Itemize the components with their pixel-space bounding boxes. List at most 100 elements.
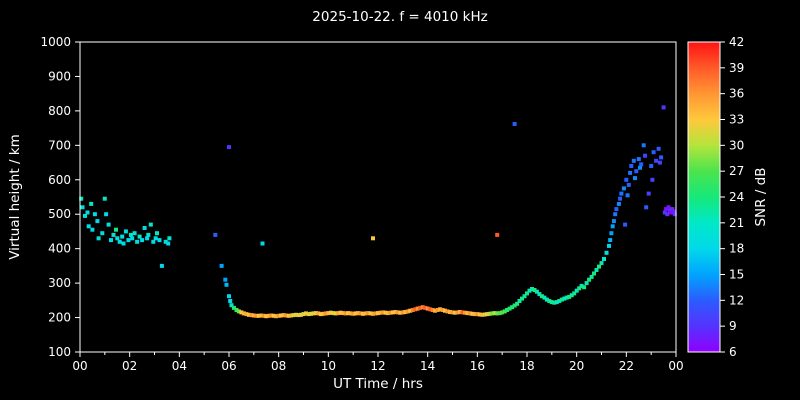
data-point	[549, 300, 554, 305]
data-point	[239, 310, 244, 315]
data-point	[512, 303, 517, 308]
colorbar-tick-label: 42	[729, 35, 744, 49]
x-tick-label: 00	[668, 359, 683, 373]
data-point	[656, 146, 661, 151]
colorbar-tick-label: 36	[729, 87, 744, 101]
data-point	[515, 301, 520, 306]
data-point	[266, 313, 271, 318]
data-point	[592, 271, 596, 276]
data-point	[148, 222, 153, 227]
data-point	[651, 150, 656, 155]
data-point	[219, 263, 224, 268]
data-point	[628, 170, 633, 175]
data-point	[306, 312, 311, 317]
data-point	[313, 311, 318, 316]
data-point	[383, 310, 388, 315]
data-point	[224, 282, 229, 287]
data-point	[470, 311, 475, 316]
data-point	[657, 160, 662, 165]
y-tick-label: 700	[48, 138, 71, 152]
data-point	[625, 193, 630, 198]
x-tick-label: 02	[122, 359, 137, 373]
data-point	[646, 191, 651, 196]
data-point	[83, 213, 87, 218]
data-point	[539, 294, 544, 299]
data-point	[234, 308, 239, 312]
data-point	[371, 236, 375, 241]
data-point	[246, 312, 251, 317]
data-point	[619, 191, 624, 196]
data-point	[559, 297, 564, 302]
data-point	[95, 219, 100, 224]
data-point	[336, 311, 341, 316]
data-point	[520, 296, 524, 301]
data-point	[111, 232, 116, 237]
data-point	[418, 305, 423, 310]
data-point	[582, 285, 587, 290]
data-point	[279, 313, 284, 318]
data-point	[428, 307, 433, 312]
data-point	[395, 310, 400, 315]
colorbar-tick-label: 9	[729, 319, 737, 333]
data-point	[311, 311, 316, 316]
data-point	[650, 177, 655, 182]
data-point	[487, 311, 492, 316]
data-point	[443, 308, 447, 313]
data-point	[117, 239, 122, 244]
data-point	[326, 311, 331, 316]
data-point	[398, 310, 403, 315]
data-point	[80, 205, 85, 210]
data-point	[276, 313, 281, 318]
colorbar-tick-label: 18	[729, 242, 744, 256]
data-point	[497, 311, 502, 316]
data-point	[142, 226, 147, 230]
data-point	[517, 299, 522, 303]
data-point	[86, 224, 91, 229]
data-point	[299, 312, 303, 317]
data-point	[167, 236, 172, 241]
y-tick-label: 200	[48, 311, 71, 325]
data-point	[569, 293, 574, 298]
data-point	[294, 312, 298, 317]
data-point	[363, 311, 368, 316]
data-point	[602, 257, 606, 261]
data-point	[522, 294, 527, 299]
data-point	[229, 303, 234, 308]
data-point	[649, 164, 654, 168]
data-point	[574, 288, 579, 293]
plot-border	[79, 41, 677, 353]
data-point	[393, 310, 398, 314]
data-point	[670, 207, 675, 212]
data-point	[672, 212, 677, 217]
data-point	[106, 222, 111, 227]
data-point	[304, 311, 308, 316]
data-point	[260, 241, 265, 246]
data-point	[132, 231, 137, 236]
data-point	[328, 310, 333, 315]
y-axis-label: Virtual height / km	[7, 134, 23, 260]
data-point	[261, 313, 266, 318]
y-tick-label: 800	[48, 104, 71, 118]
y-tick-label: 300	[48, 276, 71, 290]
data-point	[346, 311, 351, 316]
data-point	[321, 311, 326, 316]
data-point	[554, 300, 559, 305]
data-point	[408, 308, 413, 313]
x-tick-label: 12	[370, 359, 385, 373]
data-point	[140, 238, 145, 243]
data-point	[137, 234, 142, 239]
data-point	[654, 158, 659, 163]
y-tick-label: 900	[48, 69, 71, 83]
data-point	[331, 311, 336, 316]
data-point	[512, 122, 517, 126]
data-point	[351, 311, 356, 316]
data-point	[341, 311, 346, 316]
data-point	[616, 201, 621, 206]
data-point	[289, 313, 294, 318]
data-point	[123, 229, 128, 234]
data-point	[390, 310, 395, 315]
x-tick-label: 00	[72, 359, 87, 373]
data-point	[624, 177, 629, 182]
x-axis-ticks: 00 02 04 06 08 10 12 14 16 18 20 22 00	[72, 352, 684, 373]
data-point	[472, 312, 477, 317]
